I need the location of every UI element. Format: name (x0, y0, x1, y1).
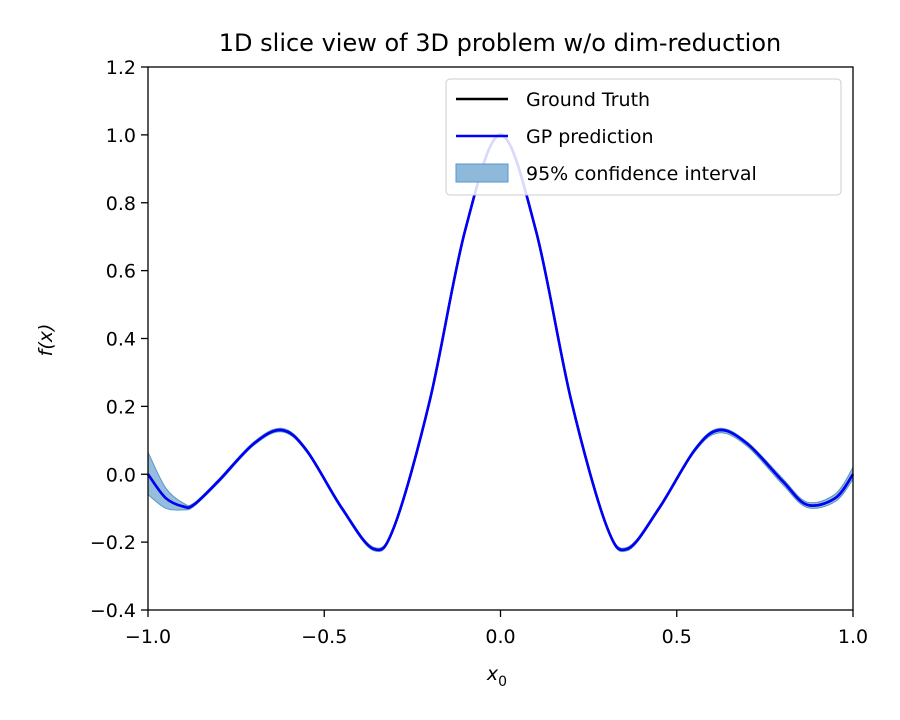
y-axis: −0.4 −0.2 0.0 0.2 0.4 0.6 0.8 1.0 1.2 (90, 57, 148, 622)
legend-box (445, 78, 842, 196)
legend: Ground Truth GP prediction 95% confidenc… (445, 78, 842, 196)
x-axis: −1.0 −0.5 0.0 0.5 1.0 (125, 610, 868, 648)
y-tick-label: −0.4 (90, 600, 136, 622)
legend-label-ground-truth: Ground Truth (526, 89, 650, 111)
y-tick-label: 0.4 (106, 329, 136, 351)
y-axis-label: f(x) (35, 324, 57, 357)
y-tick-label: 0.2 (106, 396, 136, 418)
gp-prediction-line (146, 133, 855, 552)
x-tick-label: −0.5 (301, 626, 347, 648)
x-axis-label-subscript: 0 (498, 674, 507, 690)
y-tick-label: −0.2 (90, 532, 136, 554)
x-axis-label-main: x (486, 663, 499, 685)
ground-truth-line (146, 133, 855, 552)
confidence-band (147, 132, 854, 553)
y-tick-label: 1.2 (106, 57, 136, 79)
y-tick-label: 0.8 (106, 193, 136, 215)
x-tick-label: 1.0 (838, 626, 868, 648)
x-axis-label: x0 (486, 663, 507, 690)
legend-label-gp-prediction: GP prediction (526, 126, 654, 148)
y-tick-label: 0.0 (106, 464, 136, 486)
legend-label-confidence: 95% confidence interval (526, 163, 757, 185)
y-tick-label: 1.0 (106, 125, 136, 147)
y-tick-label: 0.6 (106, 261, 136, 283)
x-tick-label: 0.0 (485, 626, 515, 648)
plot-area (146, 132, 855, 553)
x-tick-label: −1.0 (125, 626, 171, 648)
chart-title: 1D slice view of 3D problem w/o dim-redu… (219, 29, 781, 57)
x-tick-label: 0.5 (662, 626, 692, 648)
legend-swatch-confidence (455, 163, 509, 183)
